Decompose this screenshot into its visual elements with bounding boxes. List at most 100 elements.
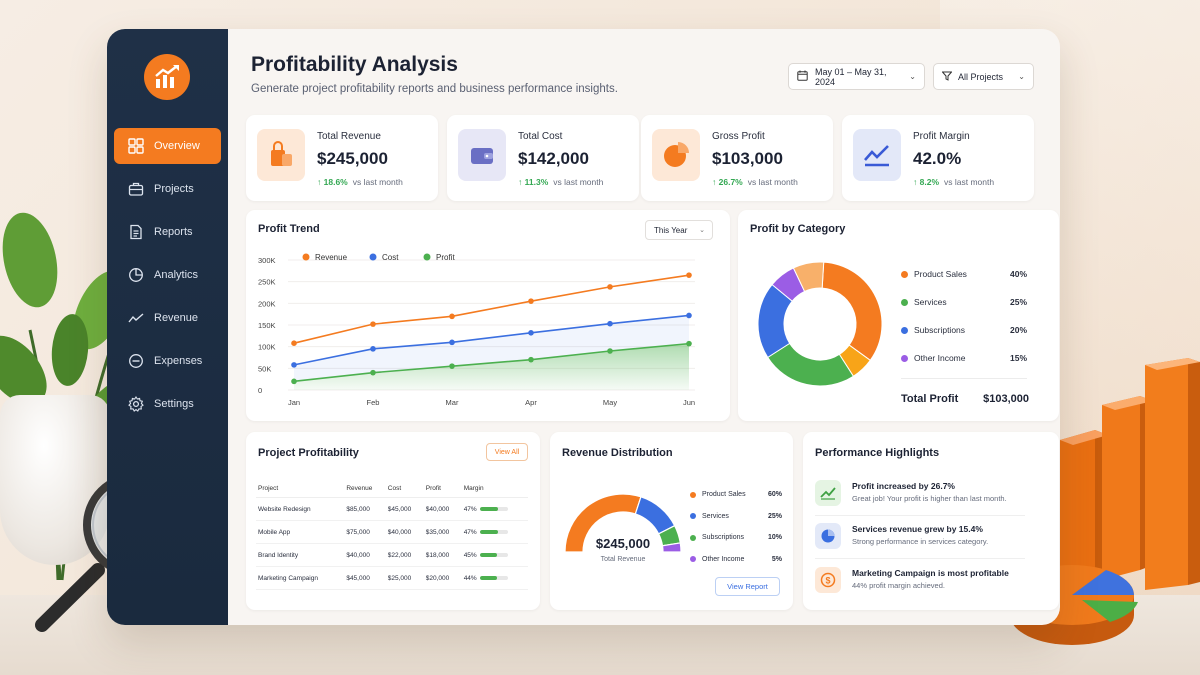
panel-title: Performance Highlights [815, 447, 940, 459]
y-tick-label: 250K [258, 278, 276, 287]
margin-bar [479, 575, 508, 580]
project-table: Project Revenue Cost Profit Margin Websi… [256, 480, 528, 590]
kpi-delta: ↑ 26.7% vs last month [712, 177, 798, 187]
table-cell-margin: 47% [461, 497, 528, 521]
highlight-detail: 44% profit margin achieved. [852, 581, 945, 590]
data-point[interactable] [528, 298, 534, 304]
table-row[interactable]: Marketing Campaign $45,000 $25,000 $20,000 4… [256, 566, 528, 590]
sidebar-item-expenses[interactable]: Expenses [114, 343, 221, 379]
chevron-down-icon: ⌄ [909, 72, 916, 81]
sidebar-item-projects[interactable]: Projects [114, 171, 221, 207]
date-range-value: May 01 – May 31, 2024 [815, 66, 887, 87]
gear-icon [128, 396, 144, 412]
project-filter-dropdown[interactable]: All Projects ⌄ [933, 63, 1034, 90]
legend-dot [690, 556, 696, 562]
project-profitability-panel: Project Profitability View All Project R… [246, 432, 540, 610]
data-point[interactable] [291, 362, 297, 368]
data-point[interactable] [607, 320, 613, 327]
data-point[interactable] [686, 340, 692, 347]
main-content: Profitability Analysis Generate project … [228, 29, 1060, 625]
data-point[interactable] [528, 330, 534, 336]
category-label: Services [914, 297, 947, 307]
column-header[interactable]: Margin [461, 480, 528, 498]
x-tick-label: Mar [446, 398, 459, 407]
legend-dot [901, 354, 908, 362]
donut-slice-services[interactable] [767, 342, 855, 387]
kpi-delta-value: 18.6% [323, 177, 348, 187]
category-pct: 40% [1009, 269, 1027, 279]
donut-slice-product-sales[interactable] [821, 261, 883, 361]
sidebar: Overview Projects Reports Analytics Reve… [107, 29, 228, 625]
kpi-label: Total Revenue [317, 131, 381, 142]
sidebar-item-label: Settings [154, 398, 194, 410]
wallet-icon [458, 129, 506, 181]
table-cell-revenue: $45,000 [344, 566, 386, 590]
calendar-icon [797, 70, 808, 83]
app-logo[interactable] [144, 54, 190, 100]
sidebar-item-overview[interactable]: Overview [114, 128, 221, 164]
kpi-label: Profit Margin [913, 131, 970, 142]
column-header[interactable]: Profit [423, 480, 462, 498]
sidebar-item-reports[interactable]: Reports [114, 214, 221, 250]
kpi-value: $245,000 [317, 149, 388, 168]
kpi-delta: ↑ 8.2% vs last month [913, 177, 994, 187]
legend-dot [302, 253, 310, 261]
sidebar-nav: Overview Projects Reports Analytics Reve… [107, 128, 228, 429]
gauge-segment-other-income[interactable] [661, 542, 682, 553]
margin-value: 47% [463, 528, 477, 536]
legend-dot [901, 270, 908, 278]
view-report-button[interactable]: View Report [715, 577, 780, 596]
view-all-button[interactable]: View All [486, 443, 528, 461]
table-cell-profit: $35,000 [423, 520, 462, 544]
sidebar-item-analytics[interactable]: Analytics [114, 257, 221, 293]
cost-area [294, 315, 689, 382]
data-point[interactable] [686, 312, 692, 319]
y-tick-label: 0 [258, 386, 262, 395]
table-row[interactable]: Brand Identity $40,000 $22,000 $18,000 45% [256, 543, 528, 567]
donut-slice-other-income-alt[interactable] [792, 261, 825, 293]
data-point[interactable] [607, 348, 613, 354]
shopping-bag-icon [257, 129, 305, 181]
data-point[interactable] [686, 272, 692, 278]
sidebar-item-label: Expenses [154, 355, 203, 367]
sidebar-item-settings[interactable]: Settings [114, 386, 221, 422]
highlight-headline: Services revenue grew by 15.4% [852, 524, 983, 534]
distribution-label: Product Sales [702, 491, 746, 498]
data-point[interactable] [528, 356, 534, 363]
data-point[interactable] [607, 284, 613, 290]
category-row: Other Income 15% [901, 353, 1027, 363]
arrow-up-icon: ↑ [913, 177, 920, 187]
data-point[interactable] [449, 313, 455, 320]
sidebar-item-label: Reports [154, 226, 193, 238]
data-point[interactable] [449, 339, 455, 346]
date-range-picker[interactable]: May 01 – May 31, 2024 ⌄ [788, 63, 925, 90]
margin-value: 47% [463, 505, 477, 513]
table-cell-cost: $22,000 [385, 543, 424, 567]
kpi-card-gross-profit: Gross Profit $103,000 ↑ 26.7% vs last mon… [641, 115, 833, 201]
table-cell-cost: $45,000 [385, 497, 424, 521]
data-point[interactable] [291, 340, 297, 346]
data-point[interactable] [370, 346, 376, 352]
data-point[interactable] [291, 378, 297, 385]
column-header[interactable]: Revenue [344, 480, 386, 498]
margin-value: 45% [463, 551, 477, 559]
column-header[interactable]: Project [256, 480, 345, 498]
sidebar-item-label: Projects [154, 183, 194, 195]
table-row[interactable]: Mobile App $75,000 $40,000 $35,000 47% [256, 520, 528, 544]
table-row[interactable]: Website Redesign $85,000 $45,000 $40,000 47% [256, 497, 528, 521]
kpi-label: Gross Profit [712, 131, 765, 142]
data-point[interactable] [449, 363, 455, 369]
table-cell-margin: 44% [461, 566, 528, 590]
y-tick-label: 100K [258, 343, 276, 352]
y-tick-label: 200K [258, 299, 276, 308]
distribution-row: Other Income 5% [690, 556, 782, 563]
kpi-delta-value: 8.2% [919, 177, 939, 187]
legend-label: Revenue [315, 253, 348, 262]
period-dropdown[interactable]: This Year ⌄ [645, 220, 713, 240]
column-header[interactable]: Cost [385, 480, 424, 498]
sidebar-item-revenue[interactable]: Revenue [114, 300, 221, 336]
data-point[interactable] [370, 369, 376, 376]
data-point[interactable] [370, 321, 376, 327]
category-label: Subscriptions [914, 325, 966, 335]
x-tick-label: Feb [367, 398, 380, 407]
